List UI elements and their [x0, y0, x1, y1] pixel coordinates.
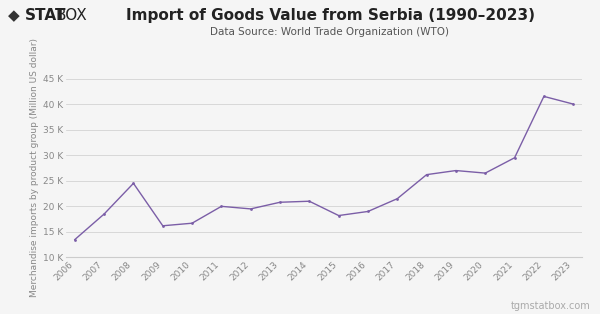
Text: Data Source: World Trade Organization (WTO): Data Source: World Trade Organization (W… — [211, 27, 449, 37]
Text: BOX: BOX — [55, 8, 87, 23]
Text: ◆: ◆ — [8, 8, 20, 23]
Text: STAT: STAT — [25, 8, 67, 23]
Text: tgmstatbox.com: tgmstatbox.com — [511, 301, 591, 311]
Text: Import of Goods Value from Serbia (1990–2023): Import of Goods Value from Serbia (1990–… — [125, 8, 535, 23]
Y-axis label: Merchandise imports by product group (Million US dollar): Merchandise imports by product group (Mi… — [30, 39, 39, 297]
